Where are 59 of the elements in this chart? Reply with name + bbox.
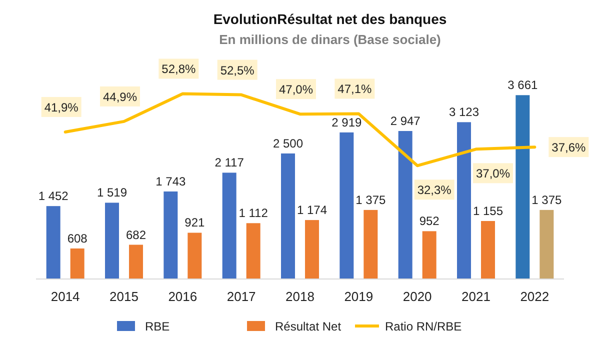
x-tick-label: 2016: [168, 289, 198, 304]
bar: [516, 95, 530, 279]
bar: [457, 122, 471, 279]
data-label: 37,6%: [552, 140, 586, 155]
bar: [105, 202, 119, 279]
data-label: 52,8%: [162, 62, 196, 76]
bar: [188, 232, 202, 279]
data-label: 3 123: [448, 105, 480, 120]
x-tick-label: 2022: [520, 289, 550, 304]
bar: [364, 210, 378, 279]
data-label: 32,3%: [417, 183, 452, 198]
legend-label: RBE: [145, 320, 170, 334]
bar: [164, 191, 178, 279]
bar: [70, 248, 84, 279]
bar: [340, 132, 354, 279]
data-label: 608: [67, 231, 88, 246]
x-tick-label: 2018: [286, 289, 314, 304]
data-label: 952: [419, 214, 440, 228]
legend-label: Ratio RN/RBE: [385, 320, 462, 334]
data-label: 1 112: [238, 206, 268, 220]
data-label: 1 519: [96, 186, 128, 200]
x-tick-label: 2020: [402, 289, 432, 304]
data-label: 52,5%: [220, 63, 255, 78]
bar: [281, 153, 295, 279]
data-label: 1 155: [472, 204, 504, 218]
legend-label: Résultat Net: [275, 320, 342, 334]
data-label: 1 743: [156, 174, 186, 188]
x-tick-label: 2021: [462, 289, 490, 304]
bar: [422, 231, 436, 279]
chart-subtitle: En millions de dinars (Base sociale): [219, 32, 441, 47]
data-label: 921: [184, 216, 205, 230]
data-label: 2 117: [214, 156, 244, 170]
data-label: 47,0%: [278, 82, 314, 97]
chart-title: EvolutionRésultat net des banques: [213, 11, 447, 27]
data-label: 2 919: [332, 115, 362, 130]
bar: [222, 172, 236, 279]
data-label: 682: [126, 228, 146, 242]
data-label: 1 174: [296, 203, 328, 218]
data-label: 37,0%: [476, 166, 510, 181]
bar: [481, 221, 495, 279]
x-tick-label: 2019: [344, 289, 374, 304]
bar: [305, 220, 319, 279]
x-tick-label: 2015: [110, 289, 138, 304]
bar: [398, 131, 412, 279]
data-label: 2 947: [390, 114, 421, 128]
data-label: 41,9%: [44, 100, 79, 114]
data-label: 1 375: [532, 192, 562, 207]
data-label: 2 500: [272, 136, 304, 150]
x-tick-label: 2017: [226, 289, 256, 304]
bar: [46, 206, 60, 279]
data-label: 1 452: [38, 189, 69, 204]
bar: [129, 244, 143, 279]
data-label: 47,1%: [338, 82, 372, 96]
bar: [540, 210, 554, 279]
data-label: 1 375: [356, 192, 386, 207]
bar: [246, 223, 260, 279]
x-tick-label: 2014: [50, 289, 80, 304]
data-label: 3 661: [508, 78, 538, 92]
data-label: 44,9%: [102, 90, 138, 104]
